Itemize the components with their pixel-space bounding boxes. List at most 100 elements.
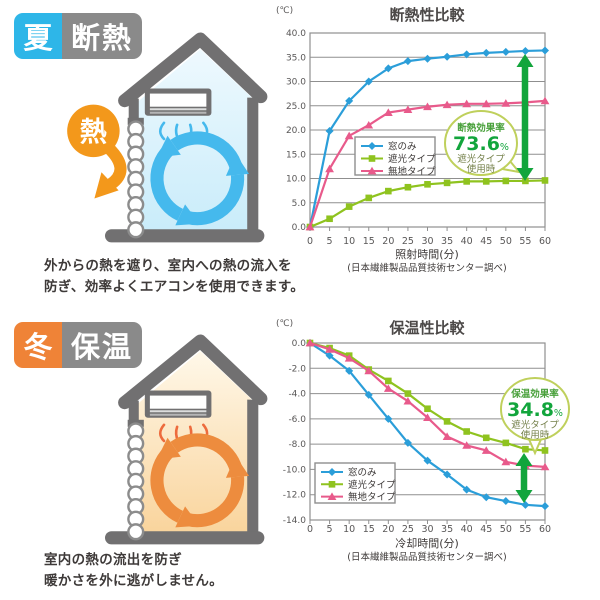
svg-text:5: 5	[327, 236, 333, 247]
svg-text:20.0: 20.0	[286, 126, 306, 136]
svg-text:10.0: 10.0	[286, 175, 306, 185]
svg-text:使用時: 使用時	[521, 429, 550, 441]
winter-badge: 冬 保温	[14, 322, 143, 368]
svg-text:-10.0: -10.0	[283, 465, 307, 475]
summer-house-illustration: 熱	[67, 32, 268, 243]
svg-text:遮光タイプ: 遮光タイプ	[388, 153, 436, 165]
winter-season-label: 冬	[14, 322, 62, 368]
summer-feature-label: 断熱	[62, 13, 143, 59]
svg-text:25: 25	[402, 236, 414, 247]
svg-text:5.0: 5.0	[292, 199, 307, 209]
summer-badge: 夏 断熱	[14, 13, 143, 59]
svg-text:30.0: 30.0	[286, 78, 306, 88]
svg-text:-6.0: -6.0	[288, 415, 306, 425]
series-triangle	[305, 96, 550, 231]
svg-text:0: 0	[307, 524, 313, 535]
air-circulation-icon	[150, 433, 250, 528]
svg-text:0: 0	[307, 236, 313, 247]
svg-text:15: 15	[363, 236, 375, 247]
svg-text:40.0: 40.0	[286, 29, 306, 39]
house-roof	[118, 32, 268, 108]
winter-feature-label: 保温	[62, 322, 143, 368]
svg-text:-12.0: -12.0	[283, 491, 307, 501]
svg-text:0.0: 0.0	[292, 339, 307, 349]
svg-text:窓のみ: 窓のみ	[348, 467, 377, 479]
svg-text:遮光タイプ: 遮光タイプ	[511, 419, 559, 431]
air-conditioner-icon	[144, 88, 212, 116]
svg-text:保温性比較: 保温性比較	[388, 319, 465, 337]
svg-text:30: 30	[421, 524, 433, 535]
honeycomb-shade-icon	[127, 422, 145, 541]
svg-text:25: 25	[402, 524, 414, 535]
svg-text:35: 35	[441, 236, 453, 247]
svg-text:25.0: 25.0	[286, 102, 306, 112]
svg-text:照射時間(分): 照射時間(分)	[395, 247, 459, 261]
svg-text:遮光タイプ: 遮光タイプ	[348, 479, 396, 491]
svg-text:断熱効果率: 断熱効果率	[457, 122, 505, 134]
svg-text:5: 5	[327, 524, 333, 535]
svg-text:冷却時間(分): 冷却時間(分)	[395, 537, 459, 550]
svg-text:60: 60	[539, 236, 551, 247]
svg-text:20: 20	[382, 524, 394, 535]
summer-season-label: 夏	[14, 13, 62, 59]
difference-arrow	[515, 453, 533, 503]
svg-text:20: 20	[382, 236, 394, 247]
svg-text:使用時: 使用時	[467, 163, 496, 175]
svg-text:40: 40	[461, 524, 473, 535]
winter-description-line2: 暖かさを外に逃がしません。	[44, 572, 223, 589]
svg-text:(日本繊維製品品質技術センター調べ): (日本繊維製品品質技術センター調べ)	[347, 262, 506, 274]
heat-icon: 熱	[67, 104, 127, 199]
air-circulation-icon	[150, 131, 250, 226]
svg-text:10: 10	[343, 236, 355, 247]
series-square	[306, 177, 549, 231]
honeycomb-shade-icon	[127, 120, 145, 239]
svg-text:-8.0: -8.0	[288, 440, 306, 450]
svg-text:10: 10	[343, 524, 355, 535]
heat-retention-comparison-chart: 保温性比較 (℃) -14.0 -12.0 -10.0 -8.0 -6.0 -4.0 -2.0 0…	[276, 319, 570, 563]
svg-text:-14.0: -14.0	[283, 516, 307, 526]
svg-text:73.6%: 73.6%	[453, 133, 509, 155]
svg-text:15.0: 15.0	[286, 150, 306, 160]
svg-text:断熱性比較: 断熱性比較	[389, 6, 465, 24]
svg-text:55: 55	[519, 524, 531, 535]
svg-text:無地タイプ: 無地タイプ	[388, 166, 436, 178]
svg-text:40: 40	[461, 236, 473, 247]
svg-text:55: 55	[519, 236, 531, 247]
summer-description-line2: 防ぎ、効率よくエアコンを使用できます。	[44, 278, 305, 295]
air-conditioner-icon	[144, 390, 212, 418]
series-triangle	[305, 338, 550, 471]
svg-text:35: 35	[441, 524, 453, 535]
winter-house-illustration	[104, 334, 268, 545]
svg-text:34.8%: 34.8%	[507, 399, 563, 421]
svg-text:50: 50	[500, 524, 512, 535]
svg-text:0.0: 0.0	[292, 223, 307, 233]
winter-description-line1: 室内の熱の流出を防ぎ	[44, 552, 182, 568]
svg-text:35.0: 35.0	[286, 53, 306, 63]
svg-text:45: 45	[480, 236, 492, 247]
svg-text:熱: 熱	[80, 117, 107, 148]
svg-text:-4.0: -4.0	[288, 390, 306, 400]
series-diamond	[306, 339, 549, 511]
svg-text:(日本繊維製品品質技術センター調べ): (日本繊維製品品質技術センター調べ)	[347, 551, 506, 563]
svg-text:60: 60	[539, 524, 551, 535]
svg-text:窓のみ: 窓のみ	[388, 141, 417, 153]
difference-arrow	[516, 54, 534, 181]
insulation-comparison-chart: 断熱性比較 (℃) 0.0 5.0 10.0 15.0 20.0 25.0 30.0 35.0 40…	[276, 6, 551, 274]
svg-text:無地タイプ: 無地タイプ	[348, 491, 396, 503]
svg-text:遮光タイプ: 遮光タイプ	[457, 153, 505, 165]
svg-text:-2.0: -2.0	[288, 364, 306, 374]
house-roof	[118, 334, 268, 410]
svg-text:(℃): (℃)	[276, 319, 293, 329]
winter-description: 室内の熱の流出を防ぎ 暖かさを外に逃がしません。	[44, 550, 223, 592]
svg-text:15: 15	[363, 524, 375, 535]
svg-text:(℃): (℃)	[276, 6, 293, 16]
summer-description-line1: 外からの熱を遮り、室内への熱の流入を	[44, 258, 292, 274]
svg-text:45: 45	[480, 524, 492, 535]
summer-description: 外からの熱を遮り、室内への熱の流入を 防ぎ、効率よくエアコンを使用できます。	[44, 256, 304, 298]
svg-text:50: 50	[500, 236, 512, 247]
